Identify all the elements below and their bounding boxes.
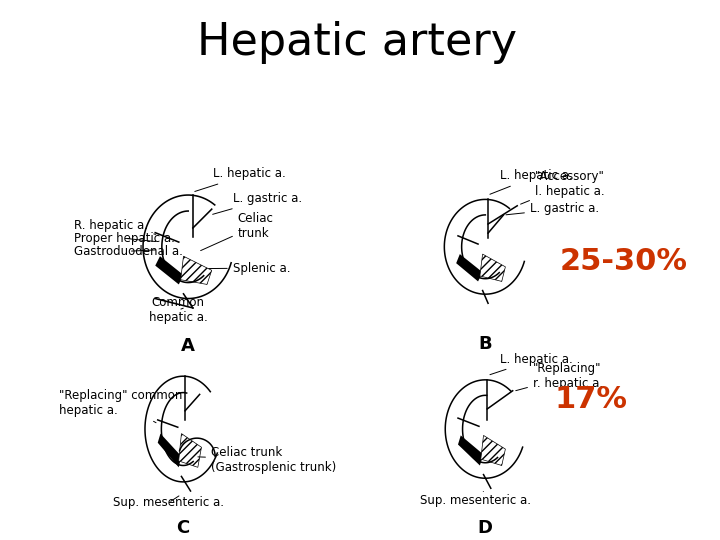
Text: Sup. mesenteric a.: Sup. mesenteric a. bbox=[113, 496, 224, 509]
Text: L. gastric a.: L. gastric a. bbox=[506, 202, 599, 215]
Text: L. gastric a.: L. gastric a. bbox=[212, 192, 302, 214]
Text: R. hepatic a.: R. hepatic a. bbox=[74, 219, 156, 234]
Text: 25-30%: 25-30% bbox=[559, 247, 688, 276]
Text: D: D bbox=[478, 519, 492, 537]
Polygon shape bbox=[481, 435, 505, 465]
Text: Celiac trunk
(Gastrosplenic trunk): Celiac trunk (Gastrosplenic trunk) bbox=[198, 446, 336, 474]
Text: L. hepatic a.: L. hepatic a. bbox=[195, 167, 286, 192]
Polygon shape bbox=[456, 254, 482, 281]
Polygon shape bbox=[179, 434, 202, 467]
Text: Hepatic artery: Hepatic artery bbox=[197, 21, 517, 64]
Text: L. hepatic a.: L. hepatic a. bbox=[490, 353, 573, 375]
Text: Splenic a.: Splenic a. bbox=[209, 261, 290, 274]
Text: L. hepatic a.: L. hepatic a. bbox=[490, 170, 573, 194]
Text: Proper hepatic a.: Proper hepatic a. bbox=[74, 232, 175, 245]
Text: 17%: 17% bbox=[554, 385, 628, 414]
Polygon shape bbox=[181, 256, 212, 285]
Text: Celiac
trunk: Celiac trunk bbox=[201, 212, 274, 251]
Polygon shape bbox=[156, 256, 184, 285]
Text: Common
hepatic a.: Common hepatic a. bbox=[149, 296, 207, 324]
Text: Gastroduodenal a.: Gastroduodenal a. bbox=[74, 245, 183, 258]
Polygon shape bbox=[458, 435, 484, 465]
Polygon shape bbox=[158, 434, 181, 467]
Text: "Accessory"
l. hepatic a.: "Accessory" l. hepatic a. bbox=[521, 170, 605, 204]
Text: "Replacing"
r. hepatic a.: "Replacing" r. hepatic a. bbox=[516, 362, 603, 390]
Polygon shape bbox=[480, 254, 505, 281]
Text: B: B bbox=[479, 335, 492, 353]
Text: C: C bbox=[176, 519, 190, 537]
Text: A: A bbox=[181, 337, 195, 355]
Text: "Replacing" common
hepatic a.: "Replacing" common hepatic a. bbox=[60, 389, 183, 423]
Text: Sup. mesenteric a.: Sup. mesenteric a. bbox=[420, 491, 531, 507]
